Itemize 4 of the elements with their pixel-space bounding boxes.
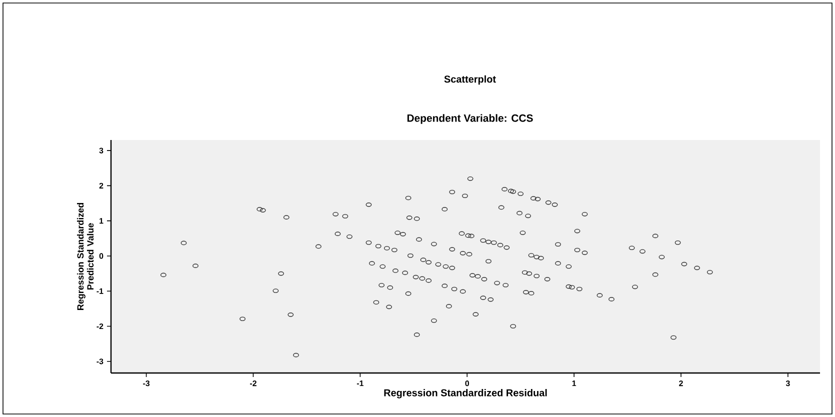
y-axis-title: Regression Standardized Predicted Value	[77, 203, 94, 310]
chart-title: Scatterplot	[444, 75, 496, 85]
x-axis-title: Regression Standardized Residual	[384, 389, 547, 398]
chart-subtitle: Dependent Variable: CCS	[407, 114, 533, 124]
